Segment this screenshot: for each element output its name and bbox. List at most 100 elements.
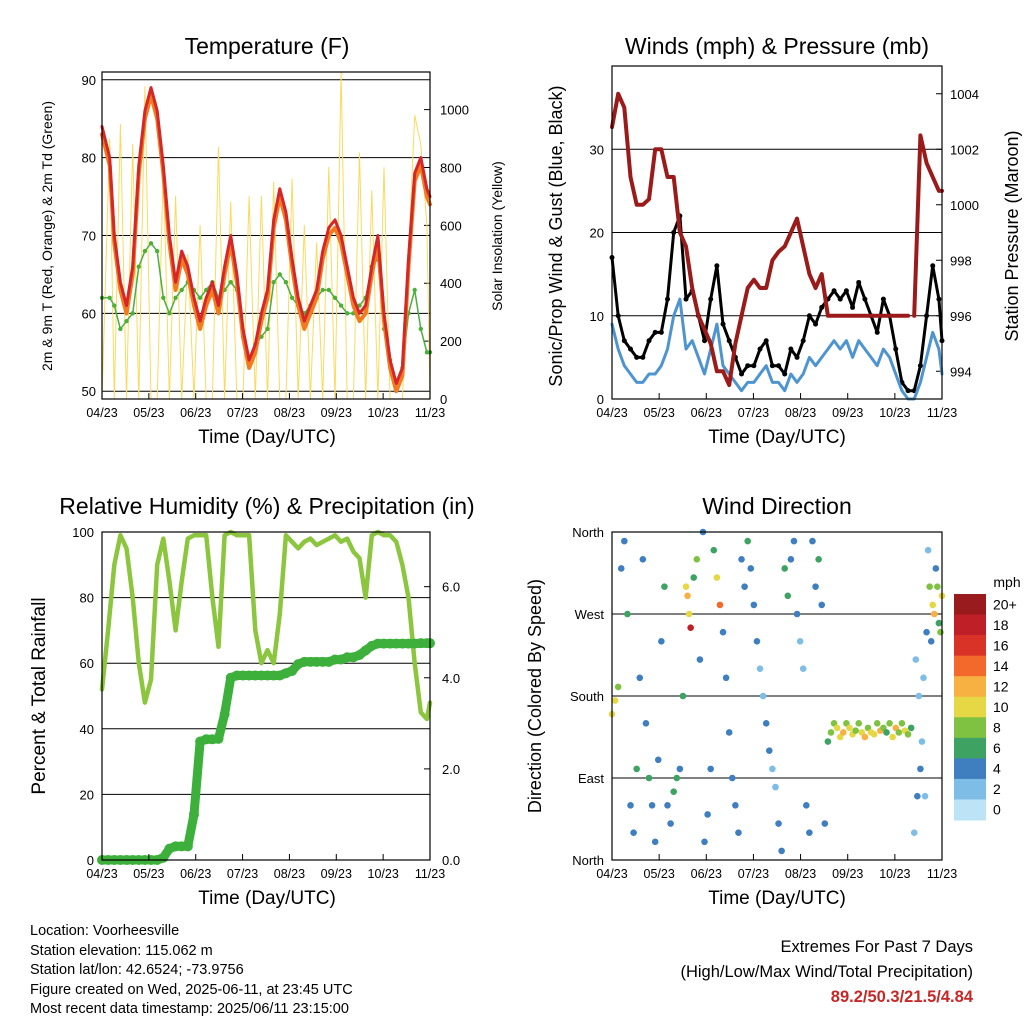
direction-point (617, 565, 625, 572)
created-text: Figure created on Wed, 2025-06-11, at 23… (30, 981, 353, 998)
x-tick-label: 05/23 (133, 406, 164, 420)
x-tick-label: 06/23 (691, 867, 722, 881)
colorbar-swatch (954, 696, 986, 718)
chart-title: Wind Direction (702, 493, 852, 519)
colorbar-swatch (954, 778, 986, 800)
direction-point (793, 610, 801, 618)
plot-frame (611, 531, 943, 861)
direction-point (679, 692, 687, 700)
x-tick-label: 11/23 (927, 406, 957, 420)
direction-point (769, 765, 776, 773)
y-tick-label: 30 (590, 142, 604, 157)
colorbar-swatch (954, 655, 986, 677)
direction-point (642, 720, 650, 727)
x-tick-label: 06/23 (180, 406, 211, 420)
recent-timestamp-text: Most recent data timestamp: 2025/06/11 2… (30, 1001, 349, 1017)
direction-point (661, 583, 668, 590)
y-tick-label: 0 (597, 392, 604, 407)
direction-point (772, 783, 779, 791)
y-right-tick-label: 994 (950, 364, 972, 379)
direction-point (654, 756, 662, 764)
direction-point (636, 674, 644, 682)
direction-point (861, 733, 869, 741)
wind-series (610, 297, 944, 401)
colorbar-swatch (954, 676, 986, 698)
colorbar-label: 20+ (993, 596, 1017, 612)
y-tick-label: 70 (82, 229, 96, 244)
x-tick-label: 05/23 (133, 867, 164, 881)
direction-point (918, 738, 926, 745)
y-right-tick-label: 400 (440, 276, 462, 291)
x-tick-label: 09/23 (832, 867, 863, 881)
y-right-tick-label: 998 (950, 253, 972, 268)
x-tick-label: 04/23 (596, 867, 627, 881)
colorbar-swatch (954, 758, 986, 780)
direction-point (920, 674, 927, 682)
direction-point (915, 692, 923, 700)
direction-point (735, 829, 742, 836)
temp-2m-series (100, 86, 432, 385)
y-tick-label: 20 (590, 226, 604, 241)
direction-point (917, 765, 924, 773)
direction-point (935, 619, 943, 627)
x-axis-label: Time (Day/UTC) (198, 427, 336, 448)
y-tick-label: 80 (82, 151, 96, 166)
direction-point (923, 628, 930, 636)
x-tick-label: 08/23 (785, 867, 816, 881)
direction-point (855, 720, 863, 727)
y-axis-label: 2m & 9m T (Red, Orange) & 2m Td (Green) (39, 101, 55, 371)
extremes-box: Extremes For Past 7 Days (High/Low/Max W… (680, 935, 973, 1010)
direction-point (799, 665, 807, 672)
y-tick-label: 40 (80, 722, 94, 737)
direction-point (927, 638, 935, 645)
y-right-tick-label: 0 (440, 392, 447, 407)
direction-point (762, 720, 770, 727)
direction-point (701, 838, 708, 846)
x-tick-label: 10/23 (879, 406, 910, 420)
y-right-axis-label: Solar Insolation (Yellow) (489, 161, 505, 311)
x-tick-label: 07/23 (738, 406, 769, 420)
y-tick-label: North (572, 525, 604, 540)
x-tick-label: 08/23 (274, 406, 305, 420)
x-tick-label: 04/23 (596, 406, 627, 420)
direction-point (722, 674, 730, 682)
x-tick-label: 09/23 (321, 867, 352, 881)
colorbar-swatch (954, 635, 986, 657)
y-tick-label: 60 (82, 306, 96, 321)
x-tick-label: 10/23 (368, 406, 399, 420)
precipitation-point (188, 809, 199, 820)
direction-point (713, 574, 721, 581)
direction-point (907, 724, 915, 732)
direction-point (614, 683, 622, 691)
y-tick-label: East (578, 771, 604, 786)
chart-title: Relative Humidity (%) & Precipitation (i… (59, 493, 474, 519)
direction-point (633, 765, 640, 773)
colorbar-swatch (954, 799, 986, 821)
direction-point (690, 574, 698, 581)
direction-point (611, 697, 619, 704)
direction-point (756, 665, 764, 672)
y-right-tick-label: 996 (950, 309, 972, 324)
direction-point (716, 601, 724, 609)
x-tick-label: 06/23 (180, 867, 211, 881)
y-tick-label: South (570, 689, 604, 704)
x-tick-label: 09/23 (832, 406, 863, 420)
direction-point (687, 624, 694, 631)
y-tick-label: 20 (80, 787, 94, 802)
y-tick-label: 50 (82, 384, 96, 399)
direction-point (693, 556, 701, 563)
precipitation-point (213, 733, 224, 744)
x-axis-label: Time (Day/UTC) (708, 888, 846, 909)
direction-point (747, 565, 755, 572)
direction-point (630, 829, 637, 836)
direction-point (696, 656, 704, 663)
direction-point (648, 802, 656, 809)
y-tick-label: 60 (80, 656, 94, 671)
direction-point (824, 738, 832, 745)
colorbar-swatch (954, 614, 986, 636)
direction-point (624, 610, 631, 618)
chart-title: Temperature (F) (185, 33, 350, 59)
direction-point (621, 537, 628, 545)
direction-point (898, 720, 906, 727)
y-right-tick-label: 2.0 (442, 762, 460, 777)
